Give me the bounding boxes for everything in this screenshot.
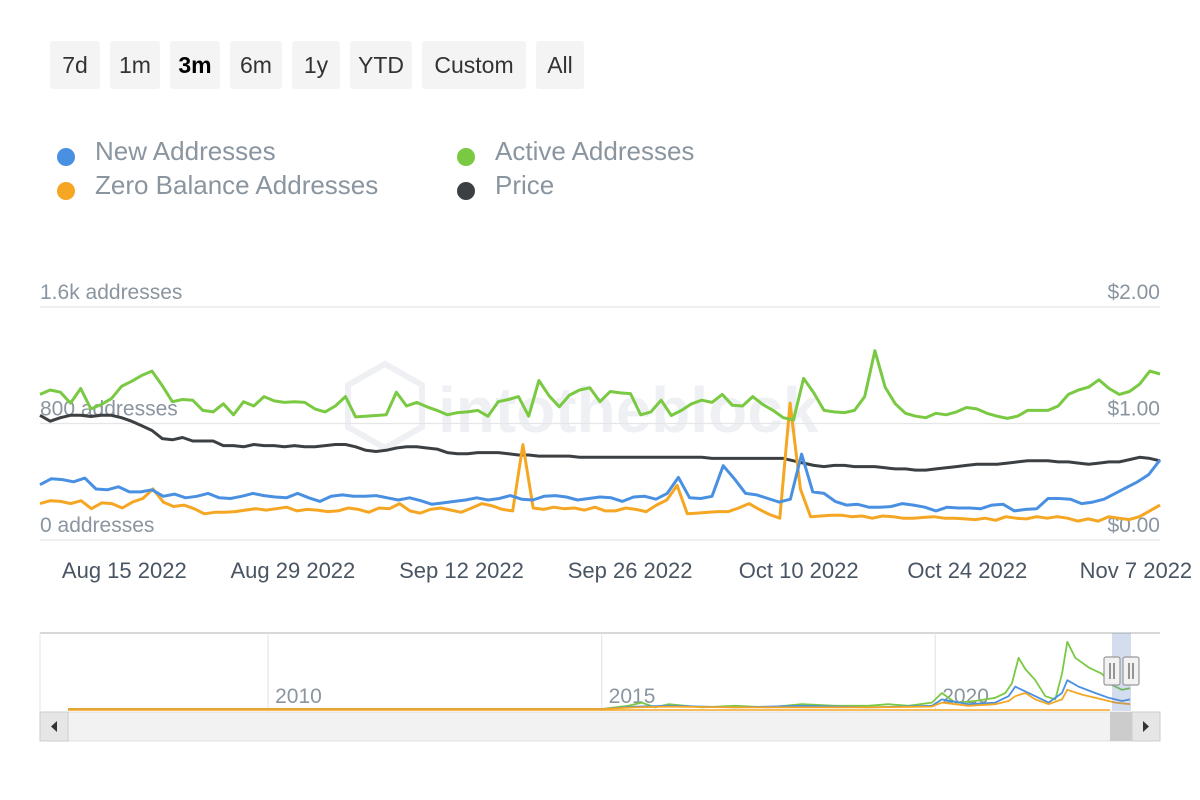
scrollbar-track[interactable] bbox=[39, 711, 1161, 742]
range-button-ytd[interactable]: YTD bbox=[350, 41, 412, 89]
x-tick-label: Aug 29 2022 bbox=[231, 558, 356, 583]
legend-label: Active Addresses bbox=[495, 136, 695, 166]
x-tick-label: Nov 7 2022 bbox=[1080, 558, 1193, 583]
legend-label: New Addresses bbox=[95, 136, 276, 166]
x-tick-label: Oct 24 2022 bbox=[907, 558, 1027, 583]
range-button-1y[interactable]: 1y bbox=[292, 41, 340, 89]
x-tick-label: Sep 12 2022 bbox=[399, 558, 524, 583]
y-right-tick-label: $2.00 bbox=[1107, 281, 1160, 304]
navigator-series-zero bbox=[68, 688, 1131, 710]
x-tick-label: Oct 10 2022 bbox=[739, 558, 859, 583]
range-button-1m[interactable]: 1m bbox=[110, 41, 160, 89]
watermark-text: intotheblock bbox=[438, 374, 819, 446]
series-line-new bbox=[39, 452, 1162, 513]
series-line-zero bbox=[39, 401, 1161, 523]
series-line-price bbox=[39, 413, 1161, 472]
x-tick-label: Aug 15 2022 bbox=[62, 558, 187, 583]
navigator[interactable]: 2010 2015 2020 bbox=[39, 632, 1160, 711]
x-tick-label: Sep 26 2022 bbox=[568, 558, 693, 583]
range-button-custom[interactable]: Custom bbox=[422, 41, 526, 89]
scrollbar[interactable] bbox=[39, 711, 1161, 742]
scrollbar-thumb[interactable] bbox=[1110, 712, 1132, 741]
range-button-7d[interactable]: 7d bbox=[50, 41, 100, 89]
legend-marker-icon bbox=[457, 182, 475, 200]
range-button-6m[interactable]: 6m bbox=[230, 41, 282, 89]
navigator-year-label: 2015 bbox=[609, 685, 656, 708]
chart-legend: New Addresses Active Addresses Zero Balanc… bbox=[50, 130, 810, 210]
y-left-tick-label: 0 addresses bbox=[40, 514, 154, 537]
chart-grid bbox=[40, 306, 1160, 541]
legend-marker-icon bbox=[457, 148, 475, 166]
watermark: intotheblock bbox=[345, 360, 819, 452]
y-axis-right: $0.00$1.00$2.00 bbox=[1107, 281, 1160, 537]
series-line-active bbox=[39, 349, 1161, 422]
navigator-left-handle[interactable] bbox=[1103, 656, 1121, 686]
legend-marker-icon bbox=[57, 182, 75, 200]
legend-marker-icon bbox=[57, 148, 75, 166]
chart-series bbox=[39, 349, 1162, 523]
navigator-right-handle[interactable] bbox=[1122, 656, 1140, 686]
range-button-all[interactable]: All bbox=[536, 41, 584, 89]
y-right-tick-label: $1.00 bbox=[1107, 398, 1160, 421]
legend-label: Zero Balance Addresses bbox=[95, 170, 379, 200]
navigator-selection[interactable] bbox=[1112, 633, 1131, 711]
watermark-logo-icon bbox=[345, 360, 425, 452]
arrow-right-icon bbox=[1143, 721, 1149, 732]
x-axis: Aug 15 2022 Aug 29 2022 Sep 12 2022 Sep 26 … bbox=[62, 558, 1192, 583]
y-left-tick-label: 1.6k addresses bbox=[40, 281, 182, 304]
arrow-left-icon bbox=[51, 721, 57, 732]
legend-label: Price bbox=[495, 170, 555, 200]
range-button-3m[interactable]: 3m bbox=[170, 41, 220, 89]
navigator-year-label: 2010 bbox=[275, 685, 322, 708]
